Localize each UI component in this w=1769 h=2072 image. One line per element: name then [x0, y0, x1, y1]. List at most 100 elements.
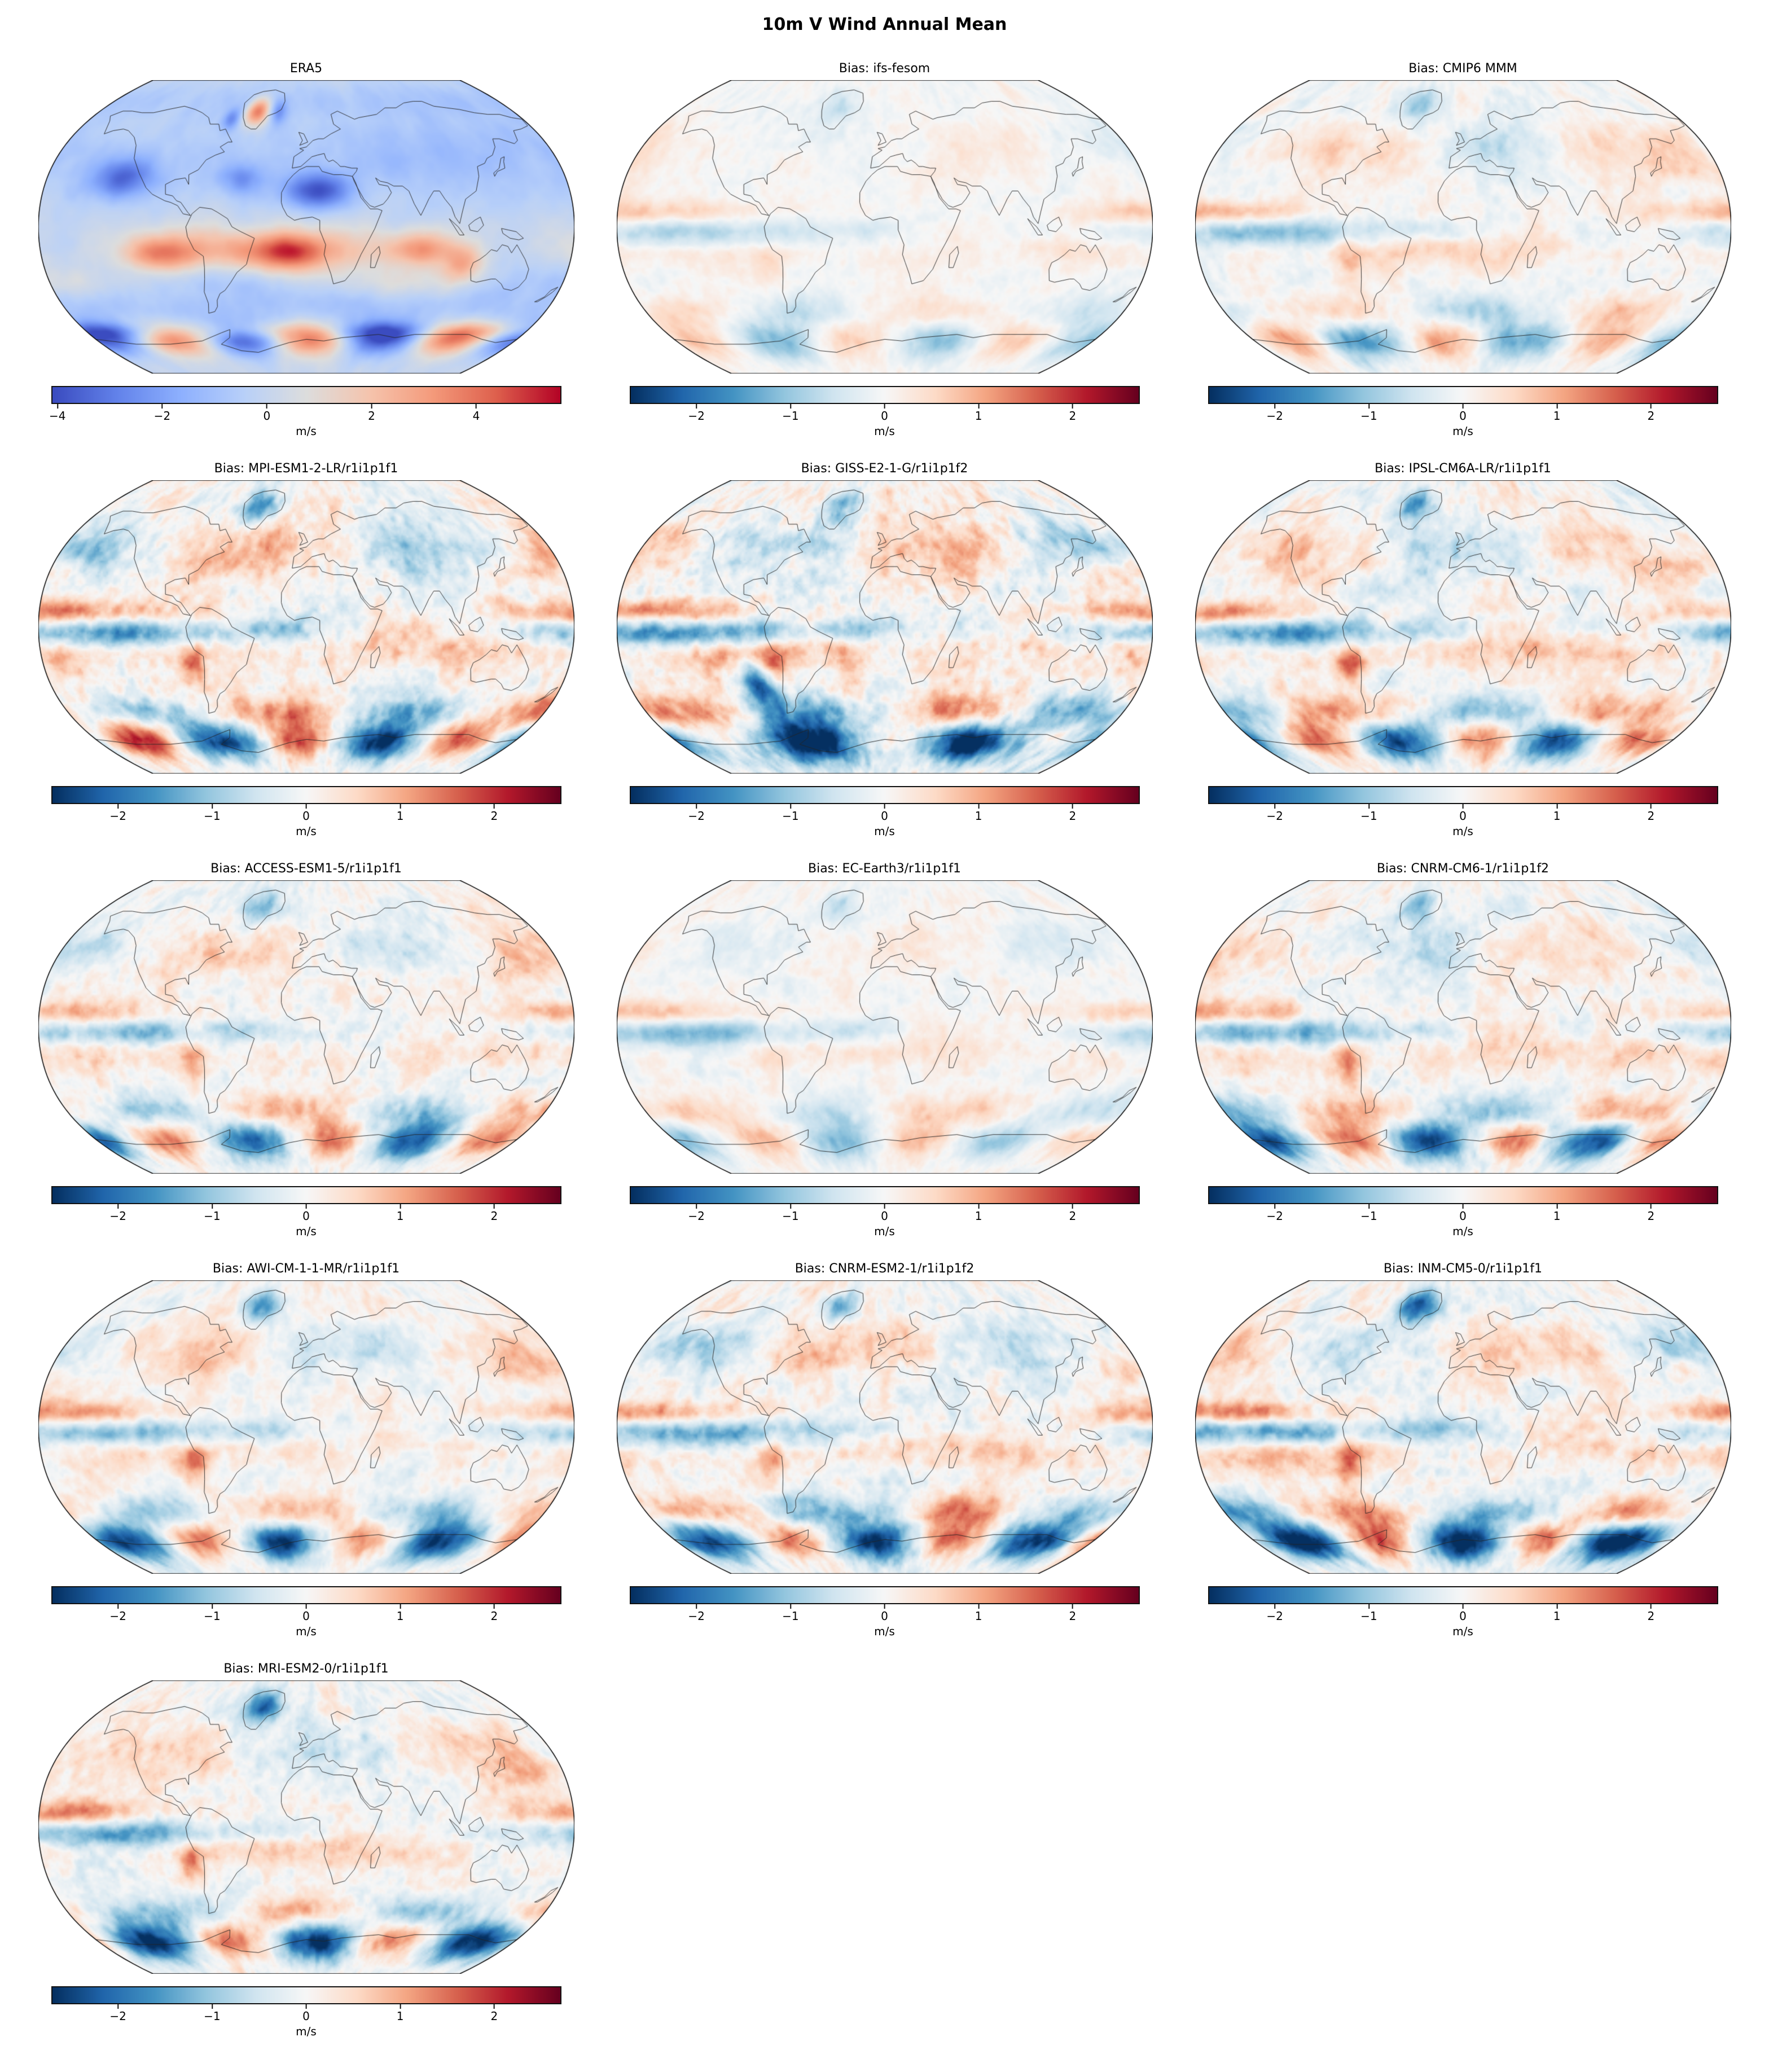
panel-title: Bias: IPSL-CM6A-LR/r1i1p1f1: [1375, 462, 1551, 476]
tick-label: 2: [1069, 409, 1077, 423]
colorbar-tick: 0: [1459, 404, 1467, 423]
colorbar: −2 −1 0 1 2 m/s: [51, 1586, 561, 1638]
colorbar-tick: 1: [397, 804, 404, 823]
colorbar-tick: 1: [975, 804, 982, 823]
colorbar-tick: 2: [1647, 804, 1654, 823]
colorbar-tick: −2: [109, 804, 126, 823]
colorbar-tick: 0: [881, 804, 888, 823]
tick-mark: [211, 1604, 213, 1609]
tick-label: 4: [472, 409, 480, 423]
colorbar-tick: 0: [881, 1204, 888, 1223]
colorbar-tick: 1: [397, 2004, 404, 2023]
tick-label: 0: [881, 1609, 888, 1623]
colorbar: −2 −1 0 1 2 m/s: [629, 786, 1140, 838]
colorbar-gradient: [629, 786, 1140, 804]
colorbar: −2 −1 0 1 2 m/s: [51, 1186, 561, 1238]
tick-label: 1: [396, 809, 404, 823]
colorbar-tick: 4: [473, 404, 480, 423]
tick-mark: [1556, 804, 1558, 809]
tick-mark: [1368, 1604, 1369, 1609]
tick-mark: [305, 1604, 307, 1609]
tick-mark: [1274, 804, 1276, 809]
tick-label: 2: [1647, 409, 1655, 423]
panel-grid: ERA5 −4 −2 0 2 4 m/s Bias: ifs-fesom −2 −1 0 1 2…: [0, 34, 1769, 2072]
colorbar-tick: 0: [302, 1204, 310, 1223]
tick-mark: [117, 804, 119, 809]
map-panel: Bias: AWI-CM-1-1-MR/r1i1p1f1 −2 −1 0 1 2 m/s: [23, 1262, 590, 1638]
tick-label: 1: [975, 1609, 982, 1623]
tick-mark: [884, 404, 885, 409]
colorbar-tick: 2: [490, 804, 498, 823]
colorbar-tick: 2: [368, 404, 375, 423]
tick-mark: [493, 1604, 495, 1609]
tick-mark: [789, 1204, 791, 1209]
colorbar-tick: −2: [688, 404, 705, 423]
map-canvas: [1195, 1280, 1731, 1574]
tick-mark: [1556, 1604, 1558, 1609]
tick-mark: [1462, 404, 1464, 409]
tick-label: 0: [302, 1609, 310, 1623]
tick-mark: [978, 1604, 980, 1609]
colorbar-tick: −2: [688, 804, 705, 823]
tick-label: 0: [1459, 409, 1467, 423]
tick-mark: [400, 1204, 401, 1209]
tick-mark: [1072, 404, 1073, 409]
colorbar-unit-label: m/s: [296, 1224, 317, 1238]
colorbar-gradient: [1208, 1586, 1718, 1604]
colorbar-tick: −2: [1266, 1204, 1283, 1223]
tick-label: 0: [263, 409, 271, 423]
tick-label: 2: [1069, 809, 1077, 823]
map-canvas: [38, 480, 574, 774]
map-panel: Bias: MPI-ESM1-2-LR/r1i1p1f1 −2 −1 0 1 2 m/s: [23, 462, 590, 838]
colorbar-unit-label: m/s: [874, 1224, 895, 1238]
colorbar-tick: −2: [1266, 804, 1283, 823]
tick-mark: [305, 804, 307, 809]
colorbar-ticks: −2 −1 0 1 2: [51, 1204, 561, 1224]
colorbar-tick: 0: [302, 2004, 310, 2023]
map-panel: Bias: IPSL-CM6A-LR/r1i1p1f1 −2 −1 0 1 2 m/s: [1179, 462, 1746, 838]
tick-label: 0: [302, 809, 310, 823]
map-panel: Bias: CNRM-CM6-1/r1i1p1f2 −2 −1 0 1 2 m/s: [1179, 862, 1746, 1238]
tick-mark: [371, 404, 372, 409]
panel-title: Bias: ACCESS-ESM1-5/r1i1p1f1: [210, 862, 402, 876]
tick-label: 2: [1647, 809, 1655, 823]
tick-label: −1: [204, 1609, 221, 1623]
colorbar-tick: −2: [154, 404, 170, 423]
colorbar-tick: −1: [204, 1604, 221, 1623]
tick-mark: [696, 1604, 697, 1609]
colorbar-tick: −2: [1266, 1604, 1283, 1623]
tick-label: 2: [490, 1209, 498, 1223]
colorbar-ticks: −2 −1 0 1 2: [1208, 1604, 1718, 1625]
tick-label: −2: [688, 1209, 705, 1223]
colorbar-tick: 0: [263, 404, 271, 423]
tick-mark: [1650, 1204, 1652, 1209]
map-canvas: [616, 880, 1153, 1174]
map-panel: Bias: ifs-fesom −2 −1 0 1 2 m/s: [601, 62, 1168, 438]
colorbar-tick: −2: [1266, 404, 1283, 423]
tick-mark: [211, 804, 213, 809]
colorbar-tick: 0: [1459, 804, 1467, 823]
colorbar-tick: 0: [1459, 1604, 1467, 1623]
tick-label: −2: [1266, 409, 1283, 423]
tick-mark: [1072, 1204, 1073, 1209]
colorbar-gradient: [51, 1586, 561, 1604]
colorbar-tick: −2: [109, 2004, 126, 2023]
tick-label: 1: [1553, 409, 1561, 423]
colorbar-ticks: −2 −1 0 1 2: [51, 1604, 561, 1625]
tick-label: 2: [1647, 1209, 1655, 1223]
tick-mark: [696, 404, 697, 409]
tick-mark: [789, 1604, 791, 1609]
tick-mark: [1462, 1204, 1464, 1209]
tick-label: −1: [204, 2009, 221, 2023]
tick-label: −1: [782, 1609, 799, 1623]
tick-mark: [493, 804, 495, 809]
map-panel: Bias: ACCESS-ESM1-5/r1i1p1f1 −2 −1 0 1 2 m/s: [23, 862, 590, 1238]
colorbar-tick: 2: [1647, 1604, 1654, 1623]
colorbar-gradient: [1208, 386, 1718, 404]
map-canvas: [1195, 480, 1731, 774]
tick-mark: [1462, 804, 1464, 809]
tick-mark: [400, 804, 401, 809]
panel-title: Bias: EC-Earth3/r1i1p1f1: [807, 862, 961, 876]
map-panel: Bias: GISS-E2-1-G/r1i1p1f2 −2 −1 0 1 2 m/s: [601, 462, 1168, 838]
colorbar-tick: 1: [1553, 804, 1561, 823]
